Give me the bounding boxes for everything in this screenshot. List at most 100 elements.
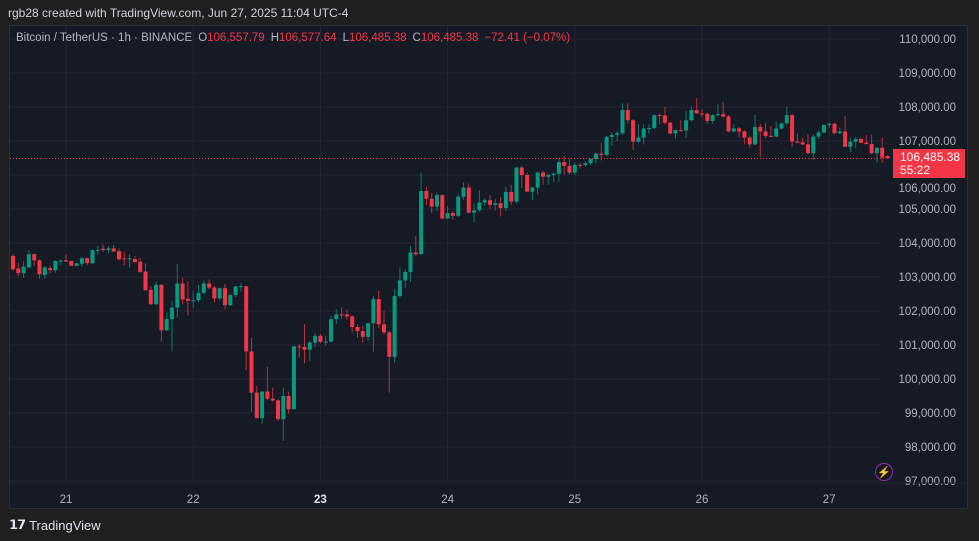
candle-body-down[interactable]	[69, 261, 74, 266]
candle-body-up[interactable]	[514, 167, 519, 202]
candle-body-up[interactable]	[435, 195, 439, 207]
candle-body-up[interactable]	[636, 137, 641, 142]
candle-body-down[interactable]	[599, 153, 604, 155]
candle-body-up[interactable]	[127, 258, 132, 260]
candle-body-down[interactable]	[180, 283, 185, 300]
candle-body-up[interactable]	[42, 267, 47, 275]
candle-body-down[interactable]	[48, 268, 53, 271]
candle-body-down[interactable]	[117, 251, 121, 260]
candle-body-up[interactable]	[419, 190, 424, 255]
chart-panel[interactable]: 110,000.00 109,000.00 108,000.00 107,000.00…	[9, 25, 969, 510]
candle-body-up[interactable]	[106, 248, 111, 251]
candle-body-down[interactable]	[519, 167, 524, 175]
candle-body-up[interactable]	[238, 286, 243, 288]
candle-body-down[interactable]	[138, 261, 143, 272]
candle-body-down[interactable]	[450, 213, 455, 216]
candle-body-up[interactable]	[684, 120, 689, 131]
candle-body-down[interactable]	[297, 346, 302, 348]
candle-body-up[interactable]	[551, 173, 556, 175]
candle-body-up[interactable]	[26, 254, 31, 268]
candle-body-up[interactable]	[170, 307, 174, 320]
candle-body-up[interactable]	[392, 296, 397, 357]
candle-body-up[interactable]	[837, 131, 842, 134]
candle-body-down[interactable]	[207, 283, 212, 288]
candle-body-down[interactable]	[763, 131, 768, 136]
candle-body-down[interactable]	[562, 162, 567, 166]
candle-body-down[interactable]	[869, 144, 874, 154]
candle-body-up[interactable]	[53, 261, 58, 271]
candle-body-down[interactable]	[429, 198, 434, 207]
candle-body-down[interactable]	[657, 115, 662, 117]
candle-body-up[interactable]	[472, 210, 477, 213]
candle-body-down[interactable]	[185, 298, 190, 301]
candle-body-up[interactable]	[95, 249, 100, 251]
candle-body-up[interactable]	[615, 133, 620, 135]
candle-body-up[interactable]	[583, 163, 588, 166]
candle-body-down[interactable]	[64, 260, 68, 262]
candle-body-up[interactable]	[530, 187, 535, 192]
candle-body-up[interactable]	[784, 115, 789, 124]
candle-body-up[interactable]	[366, 323, 371, 337]
candle-body-down[interactable]	[355, 326, 360, 332]
candle-body-up[interactable]	[594, 153, 598, 160]
candle-body-down[interactable]	[832, 123, 837, 134]
candle-body-up[interactable]	[461, 187, 466, 197]
candle-body-up[interactable]	[641, 128, 646, 138]
candle-body-down[interactable]	[678, 130, 683, 132]
candle-body-up[interactable]	[164, 319, 169, 331]
candle-body-up[interactable]	[58, 260, 63, 262]
candle-body-up[interactable]	[556, 162, 561, 174]
candle-body-down[interactable]	[662, 115, 667, 123]
candle-body-down[interactable]	[318, 335, 323, 342]
candle-body-down[interactable]	[249, 351, 254, 393]
candle-body-down[interactable]	[625, 110, 630, 121]
candle-body-down[interactable]	[843, 131, 848, 147]
candle-body-up[interactable]	[503, 192, 508, 208]
candle-body-up[interactable]	[609, 134, 614, 137]
candle-body-down[interactable]	[244, 286, 249, 352]
candle-body-up[interactable]	[546, 175, 551, 177]
candle-body-down[interactable]	[32, 254, 37, 261]
candle-body-down[interactable]	[567, 165, 572, 173]
candle-body-down[interactable]	[376, 299, 381, 325]
candle-body-up[interactable]	[371, 299, 376, 324]
candle-body-up[interactable]	[175, 283, 180, 308]
candlestick-chart[interactable]: 110,000.00 109,000.00 108,000.00 107,000.00…	[10, 26, 969, 510]
candle-body-down[interactable]	[148, 289, 153, 305]
candle-body-down[interactable]	[254, 392, 259, 419]
candle-body-up[interactable]	[588, 159, 593, 164]
candle-body-up[interactable]	[334, 314, 339, 320]
candle-body-down[interactable]	[101, 248, 106, 251]
candle-body-down[interactable]	[440, 195, 445, 219]
candle-body-down[interactable]	[270, 398, 275, 401]
candle-body-down[interactable]	[726, 116, 731, 132]
candle-body-down[interactable]	[737, 128, 742, 132]
candle-body-down[interactable]	[747, 137, 752, 145]
candle-body-down[interactable]	[223, 288, 227, 306]
candle-body-down[interactable]	[265, 391, 270, 399]
candle-body-up[interactable]	[710, 115, 715, 121]
candle-body-down[interactable]	[631, 120, 636, 142]
candle-body-up[interactable]	[323, 341, 328, 343]
candle-body-up[interactable]	[21, 266, 26, 274]
candle-body-down[interactable]	[382, 324, 386, 333]
candle-body-down[interactable]	[694, 110, 699, 114]
candle-body-up[interactable]	[482, 200, 487, 203]
candle-body-up[interactable]	[397, 280, 402, 297]
candle-body-down[interactable]	[864, 142, 869, 145]
candle-body-up[interactable]	[827, 123, 832, 126]
candle-body-up[interactable]	[403, 271, 408, 281]
candle-body-down[interactable]	[758, 127, 763, 132]
candle-body-down[interactable]	[159, 284, 164, 331]
candle-body-up[interactable]	[816, 132, 821, 137]
candle-body-up[interactable]	[445, 213, 450, 219]
candle-body-down[interactable]	[541, 172, 545, 177]
candle-body-down[interactable]	[111, 248, 116, 252]
candle-body-down[interactable]	[885, 156, 890, 159]
candle-body-up[interactable]	[79, 258, 84, 264]
candle-body-down[interactable]	[350, 316, 355, 327]
candle-body-down[interactable]	[143, 271, 148, 291]
candle-body-up[interactable]	[74, 263, 79, 266]
candle-body-up[interactable]	[604, 136, 609, 155]
candle-body-up[interactable]	[329, 319, 333, 342]
